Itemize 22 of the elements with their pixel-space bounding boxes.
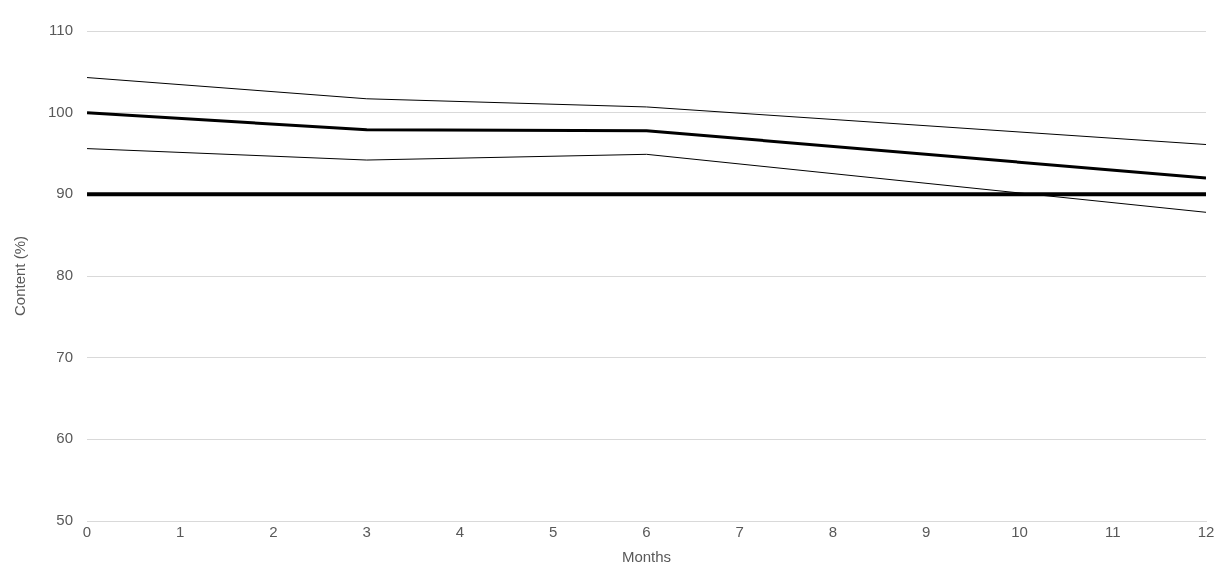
y-tick-label: 70	[56, 347, 74, 365]
x-tick-label: 1	[176, 523, 185, 541]
x-tick-label: 4	[455, 523, 465, 541]
y-tick-label: 90	[56, 184, 74, 202]
y-tick-label: 100	[48, 102, 74, 120]
x-tick-label: 11	[1104, 523, 1121, 541]
x-tick-label: 6	[642, 523, 651, 541]
x-tick-label: 2	[269, 523, 278, 541]
x-tick-label: 0	[82, 523, 92, 541]
x-tick-label: 12	[1197, 523, 1215, 541]
x-tick-label: 5	[549, 523, 558, 541]
x-axis-title: Months	[621, 548, 672, 566]
x-tick-label: 10	[1011, 523, 1028, 541]
y-tick-label: 80	[56, 266, 74, 284]
y-tick-label: 110	[49, 21, 74, 39]
x-tick-label: 3	[362, 523, 371, 541]
x-tick-label: 7	[735, 523, 744, 541]
y-tick-label: 60	[56, 429, 74, 447]
x-tick-label: 8	[828, 523, 838, 541]
y-axis-title: Content (%)	[11, 235, 29, 317]
y-tick-label: 50	[56, 511, 74, 529]
x-tick-label: 9	[922, 523, 931, 541]
